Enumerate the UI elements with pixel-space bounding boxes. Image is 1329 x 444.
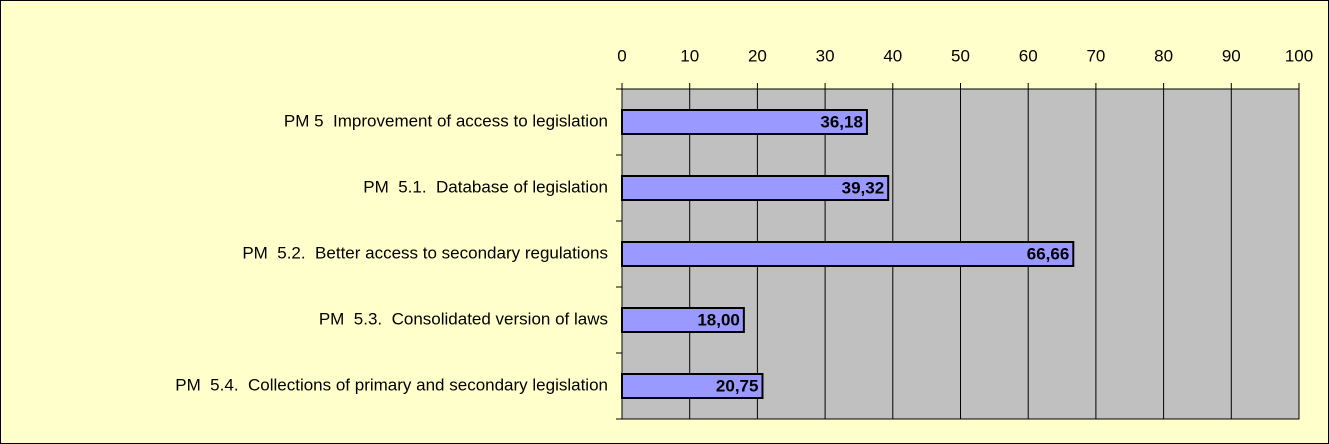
- bar: [621, 307, 745, 333]
- bar: [621, 373, 764, 399]
- x-tick-label: 10: [680, 46, 699, 65]
- data-label: 36,18: [820, 112, 863, 131]
- y-tick-label: PM 5.4. Collections of primary and secon…: [175, 375, 608, 394]
- x-tick-label: 90: [1222, 46, 1241, 65]
- x-tick-label: 20: [748, 46, 767, 65]
- y-tick-label: PM 5 Improvement of access to legislatio…: [284, 111, 608, 130]
- x-tick-label: 40: [883, 46, 902, 65]
- x-tick-label: 80: [1154, 46, 1173, 65]
- data-label: 39,32: [842, 178, 885, 197]
- x-tick-label: 30: [816, 46, 835, 65]
- data-label: 66,66: [1027, 244, 1070, 263]
- x-tick-label: 0: [617, 46, 626, 65]
- bar: [621, 109, 868, 135]
- x-tick-label: 60: [1019, 46, 1038, 65]
- bar: [621, 241, 1075, 267]
- data-label: 18,00: [697, 310, 740, 329]
- x-tick-label: 50: [951, 46, 970, 65]
- y-tick-label: PM 5.3. Consolidated version of laws: [319, 309, 608, 328]
- x-tick-label: 70: [1086, 46, 1105, 65]
- data-label: 20,75: [716, 376, 759, 395]
- bar: [621, 175, 890, 201]
- x-tick-label: 100: [1285, 46, 1313, 65]
- y-tick-label: PM 5.2. Better access to secondary regul…: [242, 243, 608, 262]
- y-tick-label: PM 5.1. Database of legislation: [363, 177, 608, 196]
